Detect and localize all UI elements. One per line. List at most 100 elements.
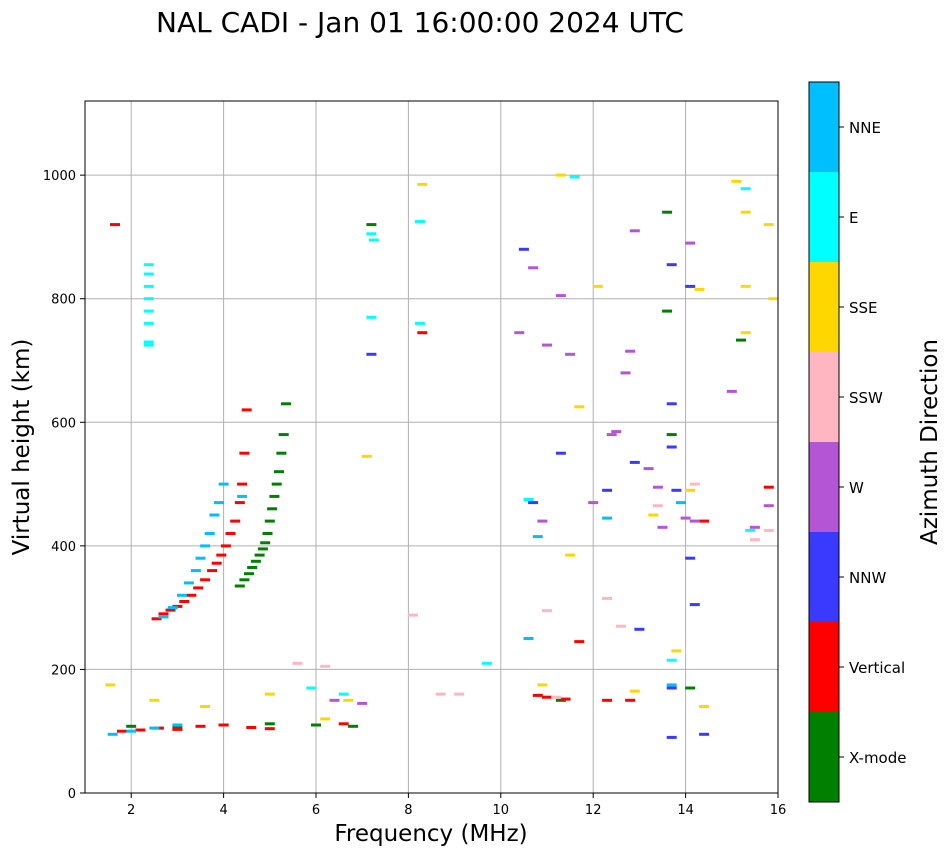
data-point-w [652,485,663,489]
data-point-nnw [634,627,645,631]
data-point-nne [209,513,220,517]
data-point-nne [167,606,178,610]
data-point-x-mode [348,724,358,728]
data-point-ssw [292,661,303,665]
data-point-x-mode [257,547,268,551]
data-point-vertical [763,485,774,489]
data-point-vertical [225,532,236,535]
colorbar-segment-nnw [809,532,839,622]
data-point-x-mode [281,402,291,406]
data-point-nnw [671,488,682,492]
data-point-sse [343,698,354,702]
x-axis-label: Frequency (MHz) [334,821,527,847]
colorbar-segment-x-mode [809,712,839,802]
data-point-vertical [110,223,120,227]
data-point-nnw [629,460,640,464]
data-point-nnw [518,247,529,251]
colorbar-tick-label: SSE [849,299,878,317]
data-point-nne [149,726,160,730]
y-tick-label: 200 [51,663,76,678]
x-axis-ticks: 2 4 6 8 10 12 14 16 [127,793,786,818]
colorbar-tick-label: W [849,479,864,497]
data-point-w [657,525,668,529]
data-point-w [749,525,760,529]
colorbar-tick-label: NNE [849,119,881,137]
data-point-vertical [239,451,250,455]
data-point-w [726,389,737,393]
data-point-x-mode [260,541,271,545]
data-point-e [143,340,154,344]
data-point-ssw [320,664,331,668]
chart-title: NAL CADI - Jan 01 16:00:00 2024 UTC [156,6,684,39]
data-point-x-mode [278,433,289,437]
data-point-w [329,698,340,702]
data-point-x-mode [262,532,273,535]
data-point-nnw [602,488,613,492]
data-point-vertical [117,729,127,733]
data-point-w [680,516,691,520]
data-point-w [357,701,368,705]
data-point-vertical [574,640,585,644]
data-point-nne [523,637,534,640]
data-point-sse [417,182,428,186]
colorbar-tick-label: Vertical [849,659,905,677]
data-point-w [643,467,654,471]
colorbar-tick-label: SSW [849,389,883,407]
data-point-sse [264,692,275,696]
data-point-e [745,528,756,532]
data-point-w [763,504,774,508]
data-point-nne [602,516,613,520]
data-point-vertical [195,724,206,728]
y-tick-label: 1000 [43,169,76,184]
data-point-e [143,284,154,288]
data-point-e [414,220,425,223]
x-tick-label: 12 [585,803,602,818]
data-point-nne [218,482,229,486]
data-point-vertical [186,593,197,597]
data-point-ssw [542,609,552,613]
data-point-w [514,331,525,335]
data-point-vertical [172,727,183,731]
data-point-nnw [666,263,677,267]
data-point-e [481,661,492,665]
data-point-e [143,309,154,313]
data-point-sse [537,683,548,687]
data-point-vertical [193,586,204,590]
colorbar: X-mode Vertical NNW W SSW SSE E NNE [808,81,906,803]
colorbar-segment-vertical [809,622,839,712]
data-point-w [606,433,617,437]
x-tick-label: 4 [219,803,227,818]
data-point-x-mode [736,338,746,342]
data-point-e [143,343,154,347]
data-point-vertical [135,728,146,732]
data-point-sse [763,223,774,227]
data-point-w [588,501,599,505]
data-point-w [685,241,696,245]
data-point-sse [671,649,682,653]
data-point-nnw [666,686,677,690]
data-point-nne [190,569,201,573]
data-point-nne [200,544,211,548]
data-point-nnw [699,732,710,736]
data-point-sse [574,405,585,409]
data-point-sse [685,488,696,492]
data-point-vertical [200,578,211,582]
data-point-x-mode [666,433,677,437]
data-point-vertical [230,519,241,523]
data-point-sse [361,454,372,458]
data-point-e [366,232,377,236]
data-point-sse [105,683,116,687]
data-point-x-mode [264,722,275,726]
data-point-e [143,321,154,325]
data-point-e [306,686,317,690]
data-point-vertical [542,695,552,699]
data-point-e [569,175,580,179]
data-point-sse [740,210,751,214]
colorbar-segment-nne [809,82,839,172]
y-tick-label: 600 [51,416,76,431]
data-point-ssw [652,504,663,508]
data-point-e [740,187,751,191]
data-point-vertical [560,697,571,701]
x-tick-label: 8 [404,803,412,818]
